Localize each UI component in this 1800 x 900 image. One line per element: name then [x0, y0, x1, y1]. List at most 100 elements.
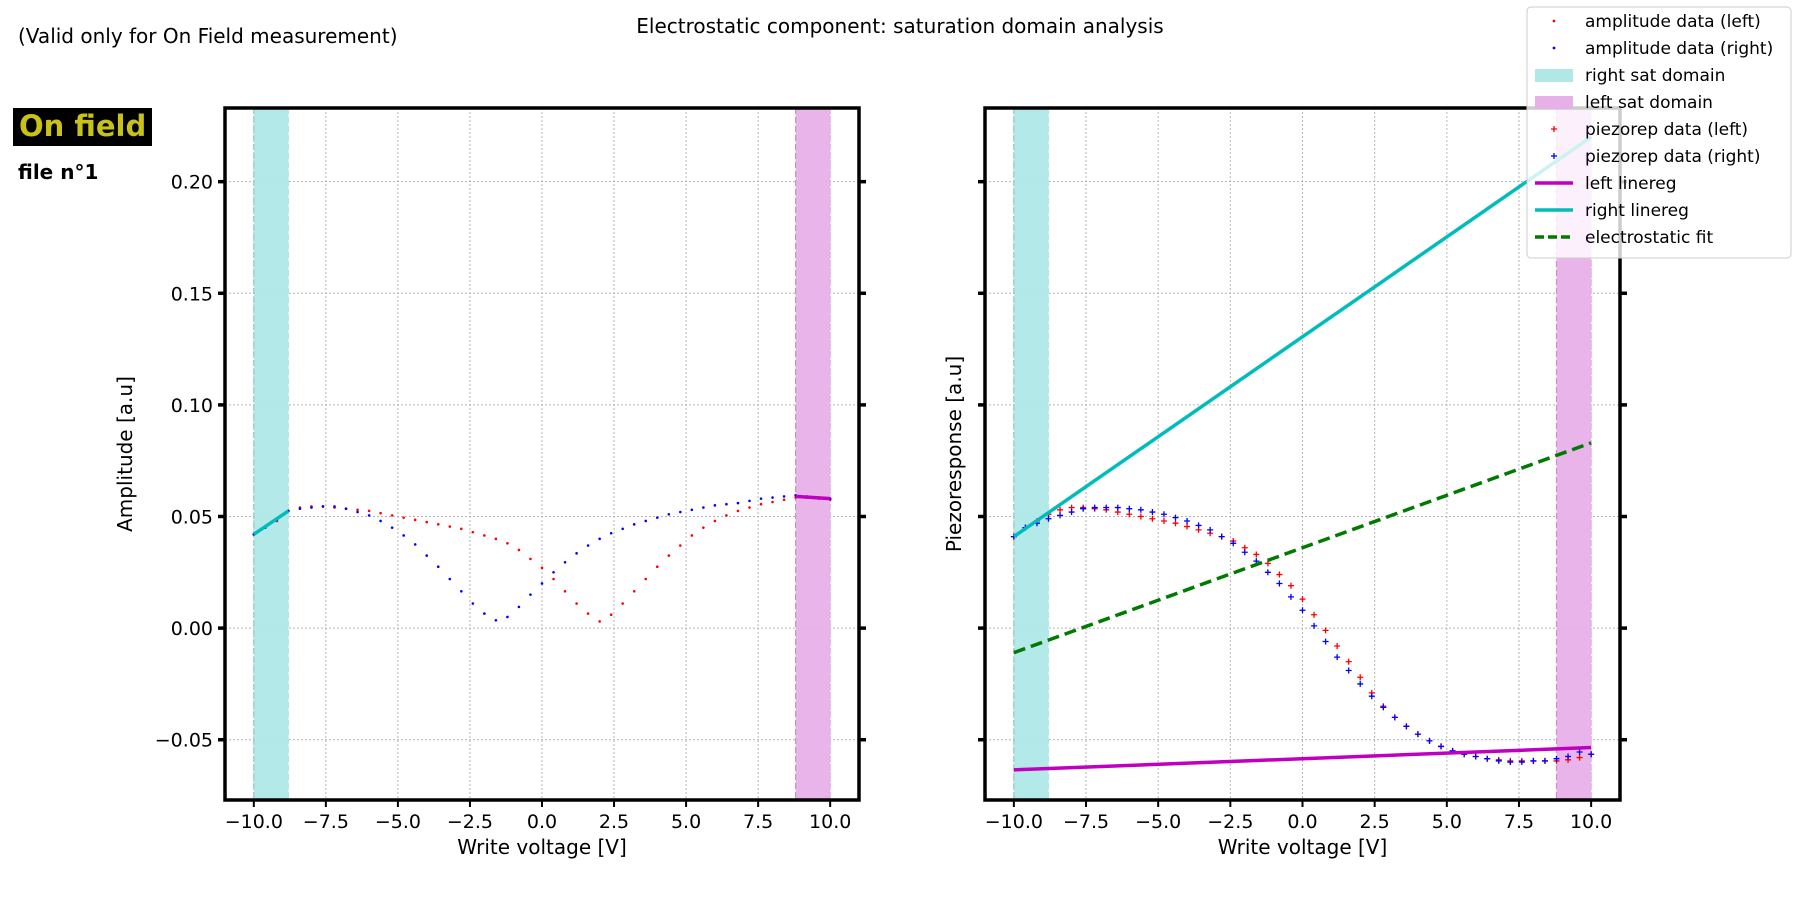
data-point [460, 527, 463, 531]
data-point [667, 512, 671, 516]
data-point [1160, 511, 1167, 518]
x-tick-label: −10.0 [985, 811, 1043, 833]
data-point [1264, 560, 1271, 567]
legend-label: right linereg [1585, 201, 1689, 221]
legend-entry: electrostatic fit [1535, 228, 1713, 248]
data-point [379, 519, 382, 523]
data-point [1391, 714, 1398, 721]
file-label: file n°1 [18, 160, 99, 184]
data-point [529, 557, 532, 561]
data-point [1195, 522, 1202, 529]
y-tick-label: 0.10 [171, 395, 213, 417]
data-point [586, 612, 590, 615]
data-point [1311, 611, 1318, 618]
y-axis-label: Amplitude [a.u] [113, 376, 137, 532]
data-point [598, 537, 601, 541]
x-tick-label: −5.0 [375, 811, 421, 833]
electrostatic-fit-line [1013, 441, 1592, 655]
data-point [1103, 504, 1110, 511]
data-point [1357, 680, 1364, 687]
y-tick-label: −0.05 [155, 730, 213, 752]
data-point [344, 507, 348, 510]
data-point [390, 514, 394, 517]
legend-label: electrostatic fit [1585, 228, 1713, 248]
left-linereg-line [1013, 745, 1592, 772]
data-point [471, 530, 475, 534]
data-point [1565, 753, 1572, 760]
data-point [609, 613, 613, 617]
data-point [494, 537, 498, 541]
data-point [782, 498, 786, 502]
legend-entry: piezorep data (left) [1551, 120, 1748, 140]
data-point [736, 509, 740, 513]
data-point [1438, 743, 1445, 750]
data-point [356, 510, 359, 514]
data-point [321, 505, 325, 508]
data-point [1149, 515, 1156, 522]
data-point [725, 514, 728, 517]
data-point [1380, 704, 1387, 711]
legend-entry: piezorep data (right) [1551, 147, 1760, 167]
data-point [448, 525, 452, 528]
data-point [1518, 759, 1525, 766]
x-tick-label: 5.0 [1432, 811, 1462, 833]
data-point [586, 544, 590, 547]
data-point [356, 508, 359, 512]
data-point [563, 560, 567, 564]
data-point [448, 577, 452, 581]
data-point [413, 518, 417, 522]
data-point [1541, 757, 1548, 764]
data-point [609, 531, 613, 535]
data-point [1218, 533, 1225, 540]
legend-label: piezorep data (right) [1585, 147, 1760, 167]
x-axis-label: Write voltage [V] [457, 835, 627, 859]
data-point [483, 612, 486, 615]
legend-label: amplitude data (right) [1585, 39, 1773, 59]
subplot-2: −10.0 −7.5 −5.0 −2.5 0.0 2.5 5.0 7.5 10.0 Write v… [942, 106, 1627, 859]
subplot-1: −10.0 −7.5 −5.0 −2.5 0.0 2.5 5.0 7.5 10.0 −0.05 0.… [113, 106, 866, 859]
data-point [483, 534, 486, 537]
data-point [310, 506, 313, 509]
data-point [1484, 755, 1491, 762]
legend-patch [1535, 96, 1573, 109]
data-point [506, 541, 509, 545]
data-point [1045, 515, 1052, 522]
data-point [436, 523, 440, 526]
data-point [679, 544, 682, 547]
data-point [1057, 506, 1064, 513]
data-point [1334, 654, 1341, 661]
data-point [748, 506, 751, 509]
data-point [1299, 596, 1306, 603]
data-point [1068, 509, 1075, 516]
data-point [1253, 551, 1260, 558]
data-point [540, 582, 544, 585]
data-point [333, 505, 336, 508]
y-tick-label: 0.05 [171, 507, 213, 529]
data-point [1126, 505, 1133, 512]
data-point [1207, 526, 1214, 533]
legend-label: left linereg [1585, 174, 1676, 194]
data-point [1322, 627, 1329, 634]
data-point [655, 516, 659, 519]
right-sat-domain-span [1013, 108, 1049, 800]
data-point [529, 593, 532, 596]
x-tick-label: −2.5 [447, 811, 493, 833]
data-point [402, 516, 405, 519]
data-point [1414, 731, 1421, 738]
x-tick-label: 2.5 [599, 811, 629, 833]
data-point [771, 500, 774, 504]
data-point [1276, 580, 1283, 587]
data-point [1230, 540, 1237, 547]
data-point [1091, 504, 1098, 511]
data-point [632, 589, 636, 593]
data-point [1299, 607, 1306, 614]
x-tick-label: −10.0 [225, 811, 283, 833]
right-linereg-line [252, 509, 290, 536]
data-point [1472, 753, 1479, 760]
data-point [1114, 504, 1121, 511]
data-point [1137, 506, 1144, 513]
legend: amplitude data (left) amplitude data (rig… [1526, 6, 1792, 259]
data-point [506, 615, 509, 619]
legend-entry: amplitude data (right) [1552, 39, 1773, 59]
data-point [1334, 642, 1341, 649]
